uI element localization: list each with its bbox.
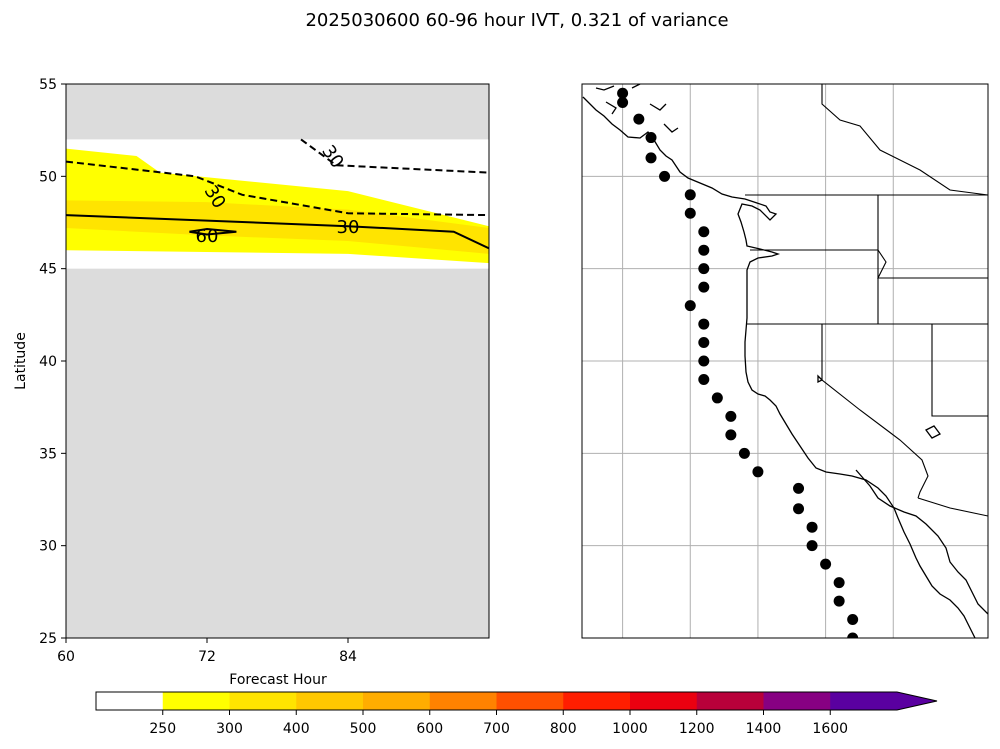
colorbar-cell (763, 692, 831, 710)
landfall-point (684, 300, 696, 312)
colorbar-cell (96, 692, 164, 710)
landfall-point (725, 429, 737, 441)
contour-dashed-2 (300, 138, 489, 174)
colorbar-cell (429, 692, 497, 710)
colorbar-cell (496, 692, 564, 710)
colorbar-tick-label: 250 (149, 721, 176, 737)
landfall-point (806, 521, 818, 533)
colorbar-tick-label: 1000 (612, 721, 648, 737)
colorbar-cell (162, 692, 230, 710)
landfall-point (617, 96, 629, 108)
colorbar-outline (95, 691, 938, 711)
landfall-point (847, 614, 859, 626)
colorbar-cell (696, 692, 764, 710)
landfall-point (617, 87, 629, 99)
landfall-point (833, 595, 845, 607)
colorbar-cell (229, 692, 297, 710)
colorbar: 250 300 400 500 600 700 800 1000 1200 1400 1600 (95, 691, 938, 737)
colorbar-tick-label: 500 (350, 721, 377, 737)
landfall-point (752, 466, 764, 478)
y-tick-label: 45 (39, 262, 57, 278)
landfall-point (633, 113, 645, 125)
figure-title: 2025030600 60-96 hour IVT, 0.321 of vari… (305, 10, 728, 31)
colorbar-cell (563, 692, 631, 710)
landfall-point (645, 132, 657, 144)
colorbar-cell (630, 692, 698, 710)
landfall-point (820, 558, 832, 570)
x-tick-label: 72 (198, 649, 216, 665)
colorbar-tick-label: 800 (550, 721, 577, 737)
contour-solid-0 (66, 214, 489, 250)
landfall-point (698, 373, 710, 385)
y-tick-label: 40 (39, 354, 57, 370)
x-axis-ticks: 60 72 84 (57, 638, 357, 665)
map-gridlines (582, 84, 988, 638)
landfall-point (738, 447, 750, 459)
y-tick-label: 25 (39, 631, 57, 647)
y-tick-label: 55 (39, 77, 57, 93)
landfall-point (698, 226, 710, 238)
masked-region-upper (66, 84, 489, 140)
landfall-point (684, 207, 696, 219)
y-tick-label: 35 (39, 446, 57, 462)
y-axis-ticks: 25 30 35 40 45 50 55 (39, 77, 66, 647)
colorbar-tick-label: 400 (283, 721, 310, 737)
contour-solid-3 (189, 227, 237, 236)
colorbar-extend-arrow (830, 692, 937, 710)
colorbar-cell (296, 692, 364, 710)
landfall-point (698, 318, 710, 330)
landfall-point (645, 152, 657, 164)
landfall-point (793, 503, 805, 515)
landfall-point (833, 577, 845, 589)
x-tick-label: 84 (339, 649, 357, 665)
contour-label-dashed-lower: 30 (337, 217, 360, 238)
ivt-band-1 (66, 200, 489, 254)
masked-region-lower (66, 268, 489, 638)
coastline (582, 84, 988, 638)
landfall-point (698, 244, 710, 256)
map-frame (581, 83, 989, 639)
ivt-filled-bands (66, 148, 489, 264)
y-axis-label: Latitude (13, 332, 29, 390)
landfall-point (793, 482, 805, 494)
colorbar-tick-label: 600 (416, 721, 443, 737)
ivt-contours (66, 138, 489, 250)
ar-landfall-points (617, 87, 859, 638)
colorbar-tick-label: 700 (483, 721, 510, 737)
colorbar-tick-label: 1200 (679, 721, 715, 737)
colorbar-tick-label: 1400 (746, 721, 782, 737)
colorbar-tick-label: 300 (216, 721, 243, 737)
landfall-point (698, 355, 710, 367)
political-borders (745, 84, 988, 517)
landfall-point (711, 392, 723, 404)
contour-dashed-1 (66, 160, 489, 217)
hovmoller-panel: 30 30 30 60 60 72 84 25 30 35 40 45 50 55 Foreca… (13, 77, 490, 688)
contour-label-60: 60 (196, 226, 219, 247)
landfall-point (659, 170, 671, 182)
landfall-point (847, 632, 859, 638)
y-tick-label: 30 (39, 539, 57, 555)
x-tick-label: 60 (57, 649, 75, 665)
x-axis-label: Forecast Hour (229, 672, 327, 688)
colorbar-tick-label: 1600 (812, 721, 848, 737)
y-tick-label: 50 (39, 169, 57, 185)
landfall-point (698, 281, 710, 293)
landfall-point (698, 263, 710, 275)
landfall-point (698, 337, 710, 349)
landfall-point (806, 540, 818, 552)
landfall-point (684, 189, 696, 201)
colorbar-cell (363, 692, 431, 710)
colorbar-ticks: 250 300 400 500 600 700 800 1000 1200 1400 1600 (149, 710, 848, 737)
map-panel (581, 83, 989, 639)
landfall-point (725, 410, 737, 422)
contour-label-dashed-upper: 30 (317, 141, 347, 172)
